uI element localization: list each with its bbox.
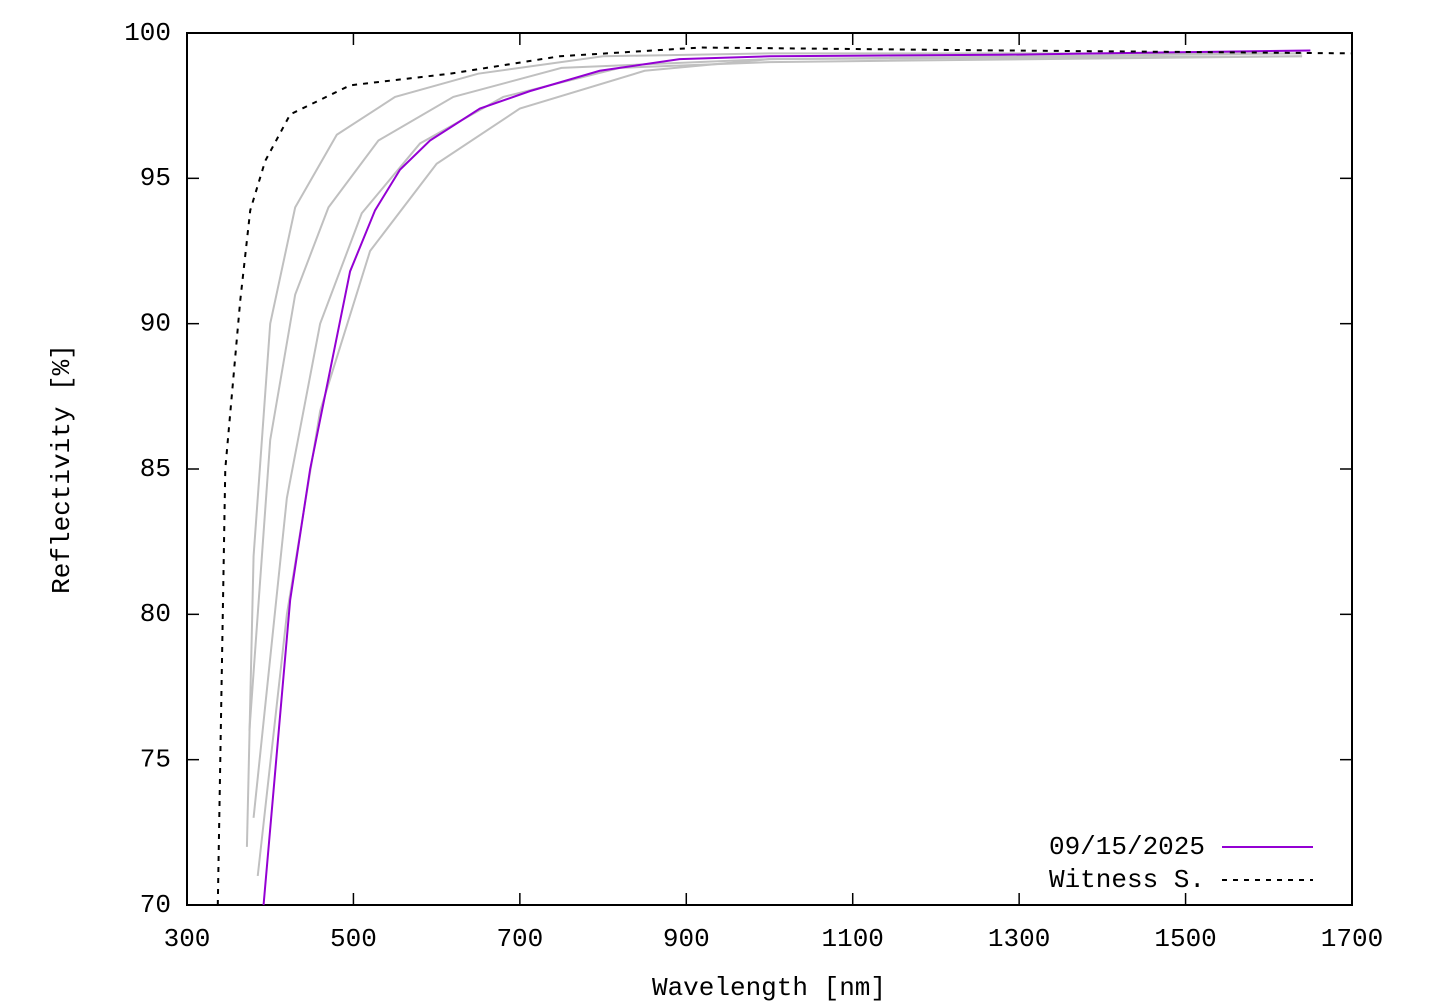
y-tick-label: 100 xyxy=(124,18,171,48)
y-tick-label: 70 xyxy=(140,890,171,920)
y-tick-label: 90 xyxy=(140,309,171,339)
x-tick-label: 900 xyxy=(663,924,710,954)
y-tick-label: 80 xyxy=(140,599,171,629)
data-line xyxy=(262,49,1311,906)
x-tick-label: 500 xyxy=(330,924,377,954)
y-tick-label: 95 xyxy=(140,163,171,193)
y-axis-label: Reflectivity [%] xyxy=(47,344,77,594)
x-tick-label: 300 xyxy=(164,924,211,954)
x-tick-label: 1300 xyxy=(988,924,1050,954)
legend-label: 09/15/2025 xyxy=(1049,832,1205,862)
data-line xyxy=(245,52,1303,847)
data-line xyxy=(256,52,1303,877)
data-line xyxy=(252,55,1303,818)
x-tick-label: 1100 xyxy=(822,924,884,954)
data-line xyxy=(248,55,1303,731)
data-line xyxy=(216,46,1353,906)
x-tick-label: 700 xyxy=(496,924,543,954)
x-axis-label: Wavelength [nm] xyxy=(652,973,886,1003)
y-tick-label: 75 xyxy=(140,745,171,775)
legend-label: Witness S. xyxy=(1049,865,1205,895)
x-tick-label: 1500 xyxy=(1154,924,1216,954)
y-tick-label: 85 xyxy=(140,454,171,484)
x-tick-label: 1700 xyxy=(1321,924,1383,954)
